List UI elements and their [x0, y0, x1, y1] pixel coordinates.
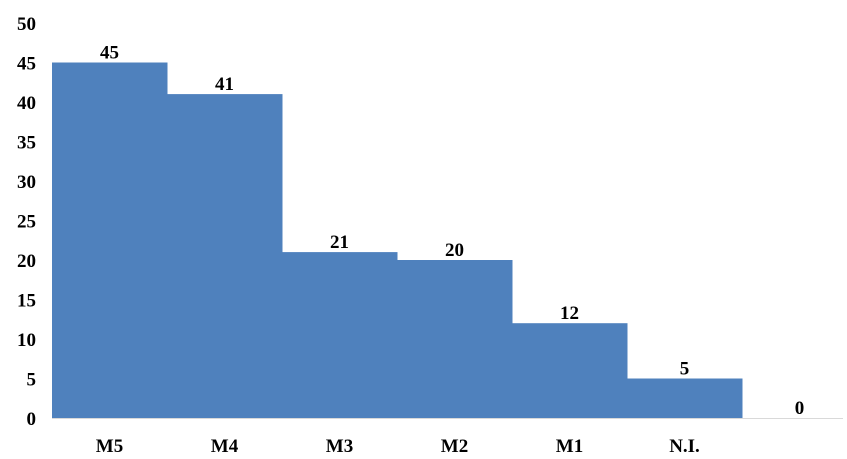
x-tick-label: M1	[556, 436, 583, 457]
bar	[512, 323, 628, 418]
data-label: 5	[680, 359, 690, 380]
data-label: 0	[795, 398, 805, 419]
y-tick-label: 20	[17, 251, 36, 272]
y-tick-label: 50	[17, 14, 36, 35]
y-tick-label: 25	[17, 212, 36, 233]
y-tick-label: 15	[17, 291, 36, 312]
bar	[282, 252, 398, 418]
data-label: 21	[330, 232, 349, 253]
y-tick-label: 30	[17, 172, 36, 193]
bar	[167, 94, 283, 418]
bar	[397, 260, 513, 418]
bar	[52, 62, 168, 418]
x-tick-label: M3	[326, 436, 353, 457]
y-axis-ticks: 0 5 10 15 20 25 30 35 40 45 50	[17, 14, 36, 430]
y-tick-label: 45	[17, 54, 36, 75]
y-tick-label: 40	[17, 93, 36, 114]
data-labels-group: 45 41 21 20 12 5 0	[100, 43, 804, 420]
x-tick-label: N.I.	[669, 436, 700, 457]
bars-group	[52, 62, 743, 418]
data-label: 45	[100, 43, 119, 64]
y-tick-label: 0	[27, 409, 37, 430]
x-tick-label: M4	[211, 436, 239, 457]
y-tick-label: 5	[27, 370, 37, 391]
x-tick-label: M5	[96, 436, 123, 457]
y-tick-label: 10	[17, 330, 36, 351]
x-tick-label: M2	[441, 436, 468, 457]
x-axis-labels: M5 M4 M3 M2 M1 N.I.	[96, 436, 700, 457]
data-label: 20	[445, 240, 464, 261]
bar	[627, 378, 743, 418]
data-label: 41	[215, 74, 234, 95]
y-tick-label: 35	[17, 133, 36, 154]
data-label: 12	[560, 303, 579, 324]
